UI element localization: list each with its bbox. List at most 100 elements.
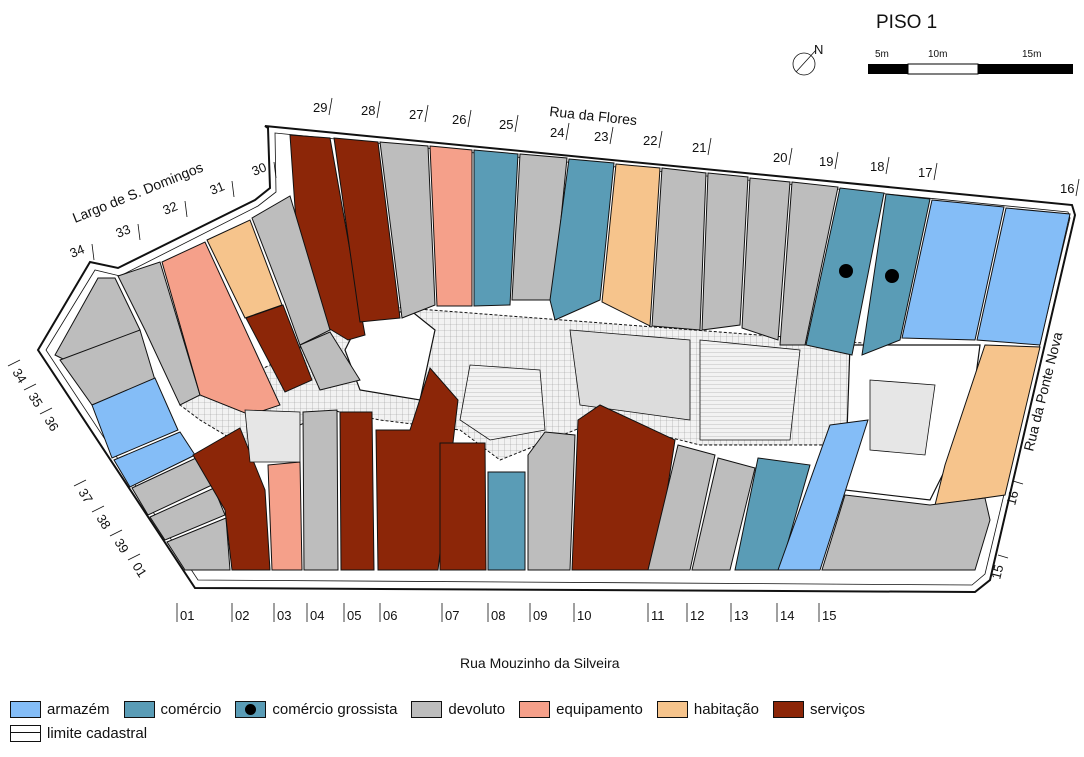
lot-number-tick (514, 114, 519, 133)
lot-number-label: 31 (208, 178, 227, 197)
lot-number-tick (707, 137, 712, 156)
lot-number-label: 25 (499, 117, 513, 132)
lot-12 (691, 457, 756, 571)
lot-number-label: 24 (550, 125, 564, 140)
scale-label-15m: 15m (1022, 49, 1041, 60)
legend-item-habitacao: habitação (656, 700, 759, 718)
lot-20 (741, 177, 791, 341)
legend-item-equipamento: equipamento (519, 700, 643, 718)
lot-number-label: 23 (594, 129, 608, 144)
lot-16 (976, 207, 1071, 346)
lot-number-label: 29 (313, 100, 327, 115)
legend-swatch (235, 700, 267, 718)
lot-number-label: 01 (129, 560, 149, 580)
legend-label: serviços (809, 700, 865, 718)
lot-number-tick (328, 97, 333, 116)
legend-item-devoluto: devoluto (411, 700, 505, 718)
street-left: Largo de S. Domingos (70, 159, 205, 226)
lot-02 (192, 427, 271, 571)
lot-number-label: 01 (180, 608, 194, 623)
lot-26 (429, 145, 473, 307)
lot-number-label: 20 (773, 150, 787, 165)
lot-number-label: 36 (41, 414, 61, 434)
lot-number-tick (23, 383, 37, 391)
lot-number-tick (91, 243, 95, 261)
lot-30b (299, 331, 361, 391)
legend-label: armazém (47, 700, 110, 718)
lot-number-tick (39, 407, 53, 415)
lot-number-tick (933, 162, 938, 181)
lot-number-tick (73, 479, 87, 487)
lot-number-label: 32 (161, 198, 180, 217)
legend-swatch (519, 700, 551, 718)
lot-number-label: 34 (68, 241, 87, 260)
legend-item-comercio: comércio (123, 700, 222, 718)
lot-number-label: 37 (75, 486, 95, 506)
courtyard-stairs (459, 364, 546, 441)
lot-23 (549, 158, 615, 321)
lot-number-label: 15 (988, 563, 1006, 581)
lot-misc (244, 409, 301, 463)
lot-number-tick (137, 223, 141, 241)
lot-15 (821, 494, 991, 571)
lot-number-tick (885, 156, 890, 175)
scale-bar: 5m 10m 15m (868, 49, 1073, 75)
lot-number-label: 13 (734, 608, 748, 623)
lot-number-label: 06 (383, 608, 397, 623)
lot-21 (651, 167, 707, 331)
legend-item-servicos: serviços (772, 700, 865, 718)
lot-31b (245, 304, 313, 393)
scale-label-5m: 5m (875, 49, 889, 60)
legend-item-comercio_grossista: comércio grossista (235, 700, 397, 718)
lot-misc-2 (869, 379, 936, 456)
lot-11 (647, 444, 716, 571)
lot-number-tick (231, 180, 235, 198)
scale-label-10m: 10m (928, 49, 947, 60)
courtyard-roof (569, 329, 691, 421)
legend-swatch (123, 700, 155, 718)
lot-number-tick (424, 104, 429, 123)
lot-number-label: 09 (533, 608, 547, 623)
lot-07 (439, 442, 487, 571)
lot-06 (375, 367, 459, 571)
lot-30 (251, 195, 331, 346)
lot-32 (161, 241, 281, 416)
lot-27 (379, 141, 436, 319)
legend-swatch (772, 700, 804, 718)
lot-36 (91, 377, 179, 459)
plan-title: PISO 1 (876, 12, 937, 33)
lot-number-label: 38 (93, 512, 113, 532)
lot-number-label: 15 (822, 608, 836, 623)
lot-number-label: 34 (9, 366, 29, 386)
lot-number-tick (376, 100, 381, 119)
legend: armazém comércio comércio grossista devolut… (10, 697, 1080, 753)
lot-25 (473, 149, 519, 307)
legend-swatch (10, 700, 41, 718)
lot-number-tick (658, 130, 663, 149)
lot-05 (339, 411, 375, 571)
lot-number-label: 17 (918, 165, 932, 180)
legend-label: comércio (160, 700, 222, 718)
comercio-grossista-marker-2 (885, 269, 899, 283)
lot-number-tick (109, 529, 123, 537)
lot-number-label: 19 (819, 154, 833, 169)
north-arrow: N (792, 42, 823, 76)
lot-number-label: 33 (114, 221, 133, 240)
lot-number-tick (1012, 480, 1024, 485)
lot-number-tick (609, 126, 614, 145)
legend-row-2: limite cadastral (10, 721, 1080, 745)
lot-number-tick (788, 147, 793, 166)
lot-28 (333, 137, 401, 323)
lot-number-label: 16 (1060, 181, 1074, 196)
legend-row: armazém comércio comércio grossista devolut… (10, 697, 1080, 721)
lot-20b (779, 181, 839, 346)
lot-number-labels: 29 28 27 26 25 24 23 22 21 20 19 18 17 16 34 33 32 31 30 34… (7, 97, 1080, 623)
lot-17 (901, 199, 1005, 341)
lot-number-label: 12 (690, 608, 704, 623)
lot-number-label: 07 (445, 608, 459, 623)
lot-number-label: 30 (250, 159, 269, 178)
lot-number-tick (273, 161, 277, 179)
lot-number-tick (91, 505, 105, 513)
lot-04 (302, 409, 339, 571)
lot-number-label: 02 (235, 608, 249, 623)
